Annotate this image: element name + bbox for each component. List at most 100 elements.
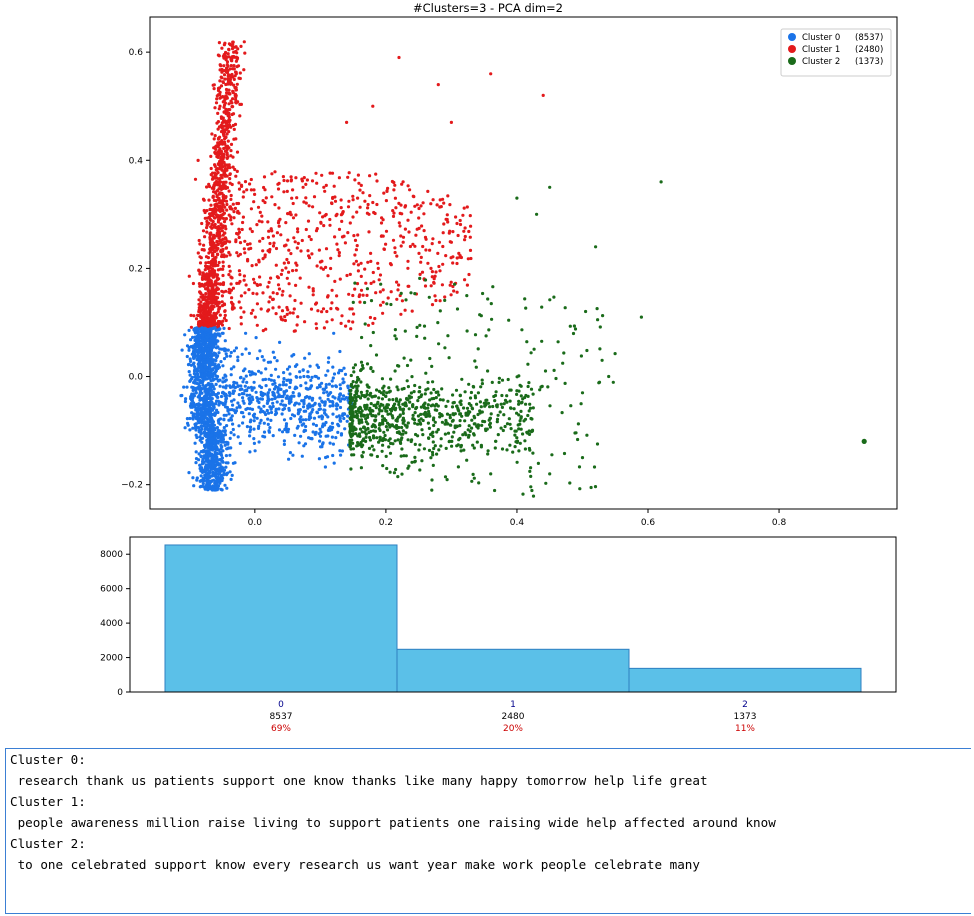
scatter-point — [401, 411, 405, 415]
scatter-point — [224, 87, 229, 92]
scatter-point — [369, 366, 373, 370]
scatter-point — [419, 417, 423, 421]
scatter-point — [338, 387, 343, 391]
scatter-point — [229, 288, 233, 292]
scatter-point — [419, 204, 423, 208]
scatter-point — [231, 165, 235, 169]
scatter-point — [413, 244, 417, 248]
scatter-point — [285, 189, 289, 193]
scatter-point — [203, 420, 207, 424]
scatter-point — [237, 235, 241, 240]
scatter-point — [330, 318, 334, 322]
scatter-point — [436, 404, 440, 408]
scatter-point — [243, 180, 248, 184]
scatter-point — [283, 427, 287, 432]
scatter-point — [523, 447, 528, 451]
scatter-point — [219, 160, 223, 164]
scatter-point — [288, 311, 292, 315]
scatter-point — [208, 480, 212, 484]
scatter-point — [288, 212, 292, 216]
scatter-point — [191, 476, 195, 480]
scatter-point — [430, 242, 434, 246]
scatter-point — [450, 439, 454, 443]
scatter-point — [585, 348, 589, 353]
scatter-point — [252, 188, 256, 192]
scatter-point — [526, 394, 530, 398]
scatter-point — [200, 470, 205, 474]
scatter-point — [464, 433, 468, 437]
scatter-point — [436, 251, 440, 255]
scatter-point — [281, 175, 285, 179]
scatter-point — [206, 260, 211, 265]
scatter-point — [392, 211, 396, 215]
scatter-point — [530, 488, 534, 493]
scatter-point — [447, 231, 451, 235]
scatter-point — [232, 365, 236, 369]
scatter-point — [359, 274, 363, 278]
scatter-point — [239, 322, 243, 326]
scatter-point — [345, 120, 349, 124]
scatter-point — [424, 237, 428, 241]
scatter-point — [229, 193, 233, 198]
scatter-point — [524, 402, 528, 406]
scatter-point — [361, 366, 365, 370]
scatter-point — [204, 255, 209, 259]
scatter-point — [382, 389, 386, 393]
scatter-point — [387, 390, 391, 394]
scatter-point — [231, 97, 235, 101]
scatter-point — [224, 246, 229, 250]
scatter-point — [529, 387, 534, 391]
scatter-point — [519, 427, 523, 431]
scatter-point — [249, 418, 253, 422]
scatter-point — [238, 279, 242, 284]
scatter-point — [531, 451, 535, 455]
scatter-point — [463, 234, 467, 239]
scatter-point — [359, 466, 363, 470]
scatter-point — [209, 379, 213, 383]
scatter-point — [354, 427, 358, 431]
scatter-point — [251, 413, 255, 418]
scatter-point — [198, 242, 202, 246]
scatter-point — [430, 275, 434, 279]
scatter-point — [282, 244, 287, 248]
scatter-point — [207, 453, 212, 457]
scatter-point — [229, 477, 233, 481]
scatter-point — [213, 264, 217, 268]
scatter-point — [419, 422, 423, 426]
scatter-point — [390, 424, 395, 428]
scatter-point — [428, 398, 432, 402]
scatter-point — [379, 303, 383, 307]
scatter-point — [416, 399, 420, 403]
scatter-point — [468, 396, 473, 400]
scatter-point — [213, 249, 217, 254]
scatter-point — [217, 307, 221, 311]
scatter-point — [462, 206, 466, 210]
scatter-point — [196, 410, 200, 414]
scatter-point — [335, 294, 339, 298]
scatter-point — [318, 383, 322, 387]
bar-category-label: 0 — [278, 700, 284, 710]
scatter-point — [387, 445, 391, 449]
scatter-point — [478, 411, 482, 415]
scatter-point — [463, 226, 467, 230]
scatter-point — [232, 210, 236, 214]
scatter-point — [613, 352, 617, 356]
scatter-point — [451, 393, 455, 397]
scatter-point — [285, 312, 289, 316]
scatter-point — [552, 295, 556, 299]
scatter-point — [228, 67, 232, 71]
scatter-point — [272, 241, 276, 245]
scatter-point — [659, 180, 663, 184]
scatter-point — [255, 416, 259, 420]
scatter-point — [326, 393, 330, 397]
scatter-point — [214, 101, 219, 105]
scatter-point — [511, 450, 515, 454]
scatter-point — [487, 328, 491, 332]
scatter-point — [435, 430, 439, 434]
scatter-point — [493, 488, 497, 493]
scatter-point — [350, 421, 354, 425]
scatter-point — [451, 401, 455, 405]
scatter-point — [421, 244, 425, 249]
scatter-point — [238, 252, 242, 256]
scatter-point — [216, 242, 220, 246]
